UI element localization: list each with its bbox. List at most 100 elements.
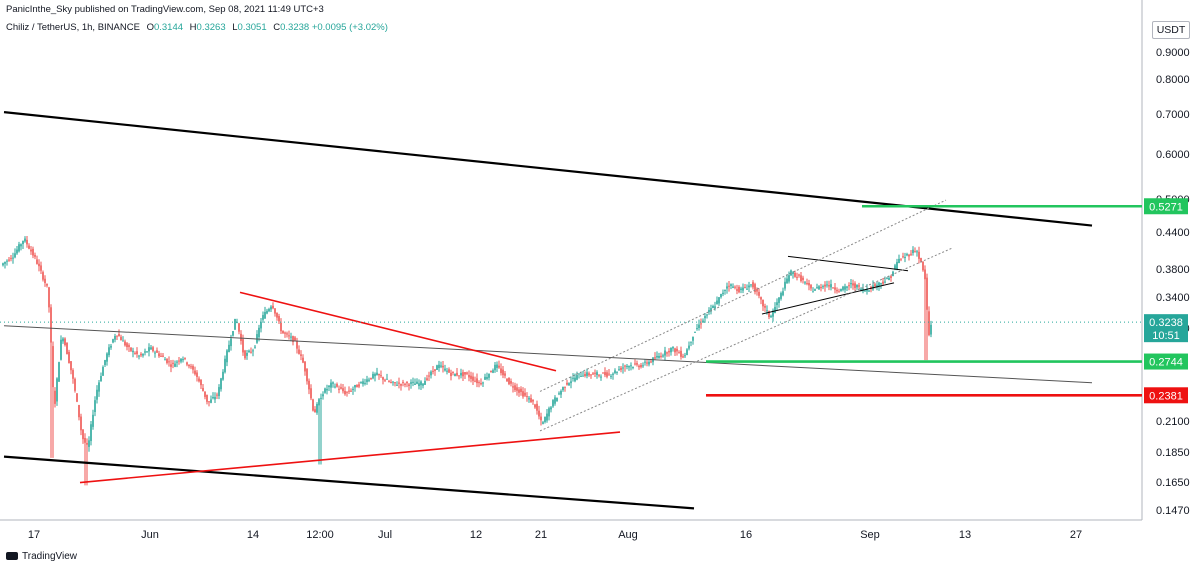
candle-body (712, 305, 714, 309)
candle-body (318, 399, 320, 406)
red-ascending[interactable] (79, 431, 621, 484)
candle-body (756, 288, 758, 292)
tradingview-logo[interactable]: TradingView (6, 551, 77, 562)
candle-body (878, 282, 880, 287)
candle-body (822, 286, 824, 288)
candle-body (56, 378, 58, 402)
candle-body (406, 381, 408, 384)
candle-body (906, 254, 908, 256)
candle-body (750, 284, 752, 286)
candle-body (114, 336, 116, 340)
symbol-legend[interactable]: Chiliz / TetherUS, 1h, BINANCE O0.3144 H… (6, 22, 388, 33)
currency-badge[interactable]: USDT (1152, 21, 1190, 39)
candle-body (746, 288, 748, 290)
candle-body (374, 373, 376, 377)
candle-body (538, 410, 540, 417)
candle-body (60, 339, 62, 360)
candle-body (398, 382, 400, 384)
candle-body (44, 278, 46, 284)
candle-body (648, 361, 650, 365)
candle-body (486, 377, 488, 379)
candle-body (764, 305, 766, 308)
candle-body (488, 373, 490, 378)
candle-body (754, 284, 756, 293)
dotted-channel-upper[interactable] (539, 199, 947, 392)
candle-body (654, 357, 656, 359)
candle-body (110, 345, 112, 348)
candle-body (618, 369, 620, 371)
candle-body (698, 324, 700, 328)
candle-body (536, 403, 538, 411)
candle-body (124, 341, 126, 346)
tradingview-brand: TradingView (22, 551, 78, 562)
candle-body (686, 349, 688, 356)
candle-body (494, 364, 496, 371)
candle-body (356, 384, 358, 388)
candle-body (478, 382, 480, 384)
candle-body (896, 261, 898, 270)
candle-body (210, 399, 212, 403)
candle-body (624, 365, 626, 367)
candle-body (410, 382, 412, 384)
candle-body (364, 382, 366, 384)
candle-body (182, 359, 184, 361)
candle-body (140, 353, 142, 356)
candle-body (128, 345, 130, 347)
candle-body (298, 349, 300, 354)
candle-body (386, 378, 388, 380)
candle-body (672, 347, 674, 349)
candle-body (384, 379, 386, 381)
mid-trendline[interactable] (3, 325, 1093, 384)
candle-body (792, 272, 794, 274)
level-layer[interactable] (706, 204, 1142, 397)
candle-body (930, 324, 932, 335)
candle-body (684, 355, 686, 357)
candle-body (444, 368, 446, 371)
candle-body (788, 275, 790, 282)
time-axis[interactable]: 17 Jun 14 12:00 Jul 12 21 Aug 16 Sep 13 27 (28, 529, 1082, 541)
candle-body (8, 259, 10, 261)
candle-body (588, 373, 590, 376)
candle-body (6, 260, 8, 262)
flag-bottom[interactable] (761, 282, 895, 315)
candle-body (728, 285, 730, 287)
candle-body (310, 388, 312, 399)
candle-body (342, 388, 344, 392)
candle-body (164, 359, 166, 361)
candle-body (636, 363, 638, 365)
candle-body (806, 283, 808, 285)
candle-body (328, 385, 330, 388)
candle-body (454, 373, 456, 377)
candle-body (762, 299, 764, 307)
candle-body (178, 360, 180, 362)
candle-body (646, 362, 648, 364)
candle-body (808, 283, 810, 286)
red-descending[interactable] (239, 291, 557, 372)
candle-body (320, 397, 322, 399)
candle-body (370, 377, 372, 379)
candle-body (284, 332, 286, 334)
candle-body (500, 368, 502, 374)
bar-countdown: 10:51 (1152, 330, 1180, 342)
flag-top[interactable] (787, 255, 909, 272)
candle-body (904, 257, 906, 259)
candle-body (22, 240, 24, 245)
candle-body (596, 372, 598, 376)
candle-body (562, 387, 564, 391)
low-value: 0.3051 (237, 22, 267, 33)
candle-body (378, 373, 380, 376)
candle-body (524, 392, 526, 396)
candle-body (280, 322, 282, 332)
lower-channel[interactable] (3, 455, 695, 510)
candle-body (556, 397, 558, 402)
candle-body (430, 371, 432, 376)
candle-body (86, 442, 88, 445)
candle-body (620, 367, 622, 370)
candle-body (644, 361, 646, 363)
dotted-channel-lower[interactable] (539, 247, 953, 432)
trendline-layer[interactable] (3, 111, 1093, 510)
candle-body (34, 254, 36, 257)
candle-body (10, 257, 12, 259)
candle-body (68, 351, 70, 363)
